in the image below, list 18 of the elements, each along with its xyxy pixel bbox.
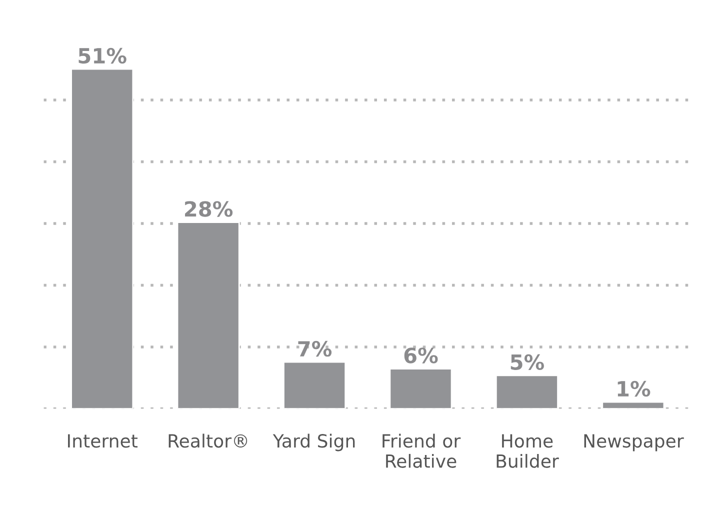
- bar: [495, 374, 558, 409]
- x-tick-label: Yard Sign: [272, 434, 355, 452]
- x-tick-label: Friend or Relative: [382, 434, 461, 468]
- bar: [389, 368, 452, 409]
- bar: [70, 68, 134, 409]
- bar: [283, 361, 346, 409]
- data-label: 28%: [185, 201, 233, 217]
- bar: [602, 401, 665, 409]
- data-label: 7%: [298, 340, 332, 357]
- data-label: 51%: [78, 48, 126, 64]
- data-label: 1%: [618, 380, 650, 397]
- x-tick-label: Newspaper: [584, 434, 684, 452]
- bar: [176, 222, 240, 409]
- x-tick-label: Internet: [68, 434, 138, 448]
- x-tick-label: Home Builder: [496, 434, 559, 468]
- data-label: 6%: [404, 348, 438, 364]
- x-tick-label: Realtor®: [168, 434, 248, 448]
- data-label: 5%: [510, 354, 544, 370]
